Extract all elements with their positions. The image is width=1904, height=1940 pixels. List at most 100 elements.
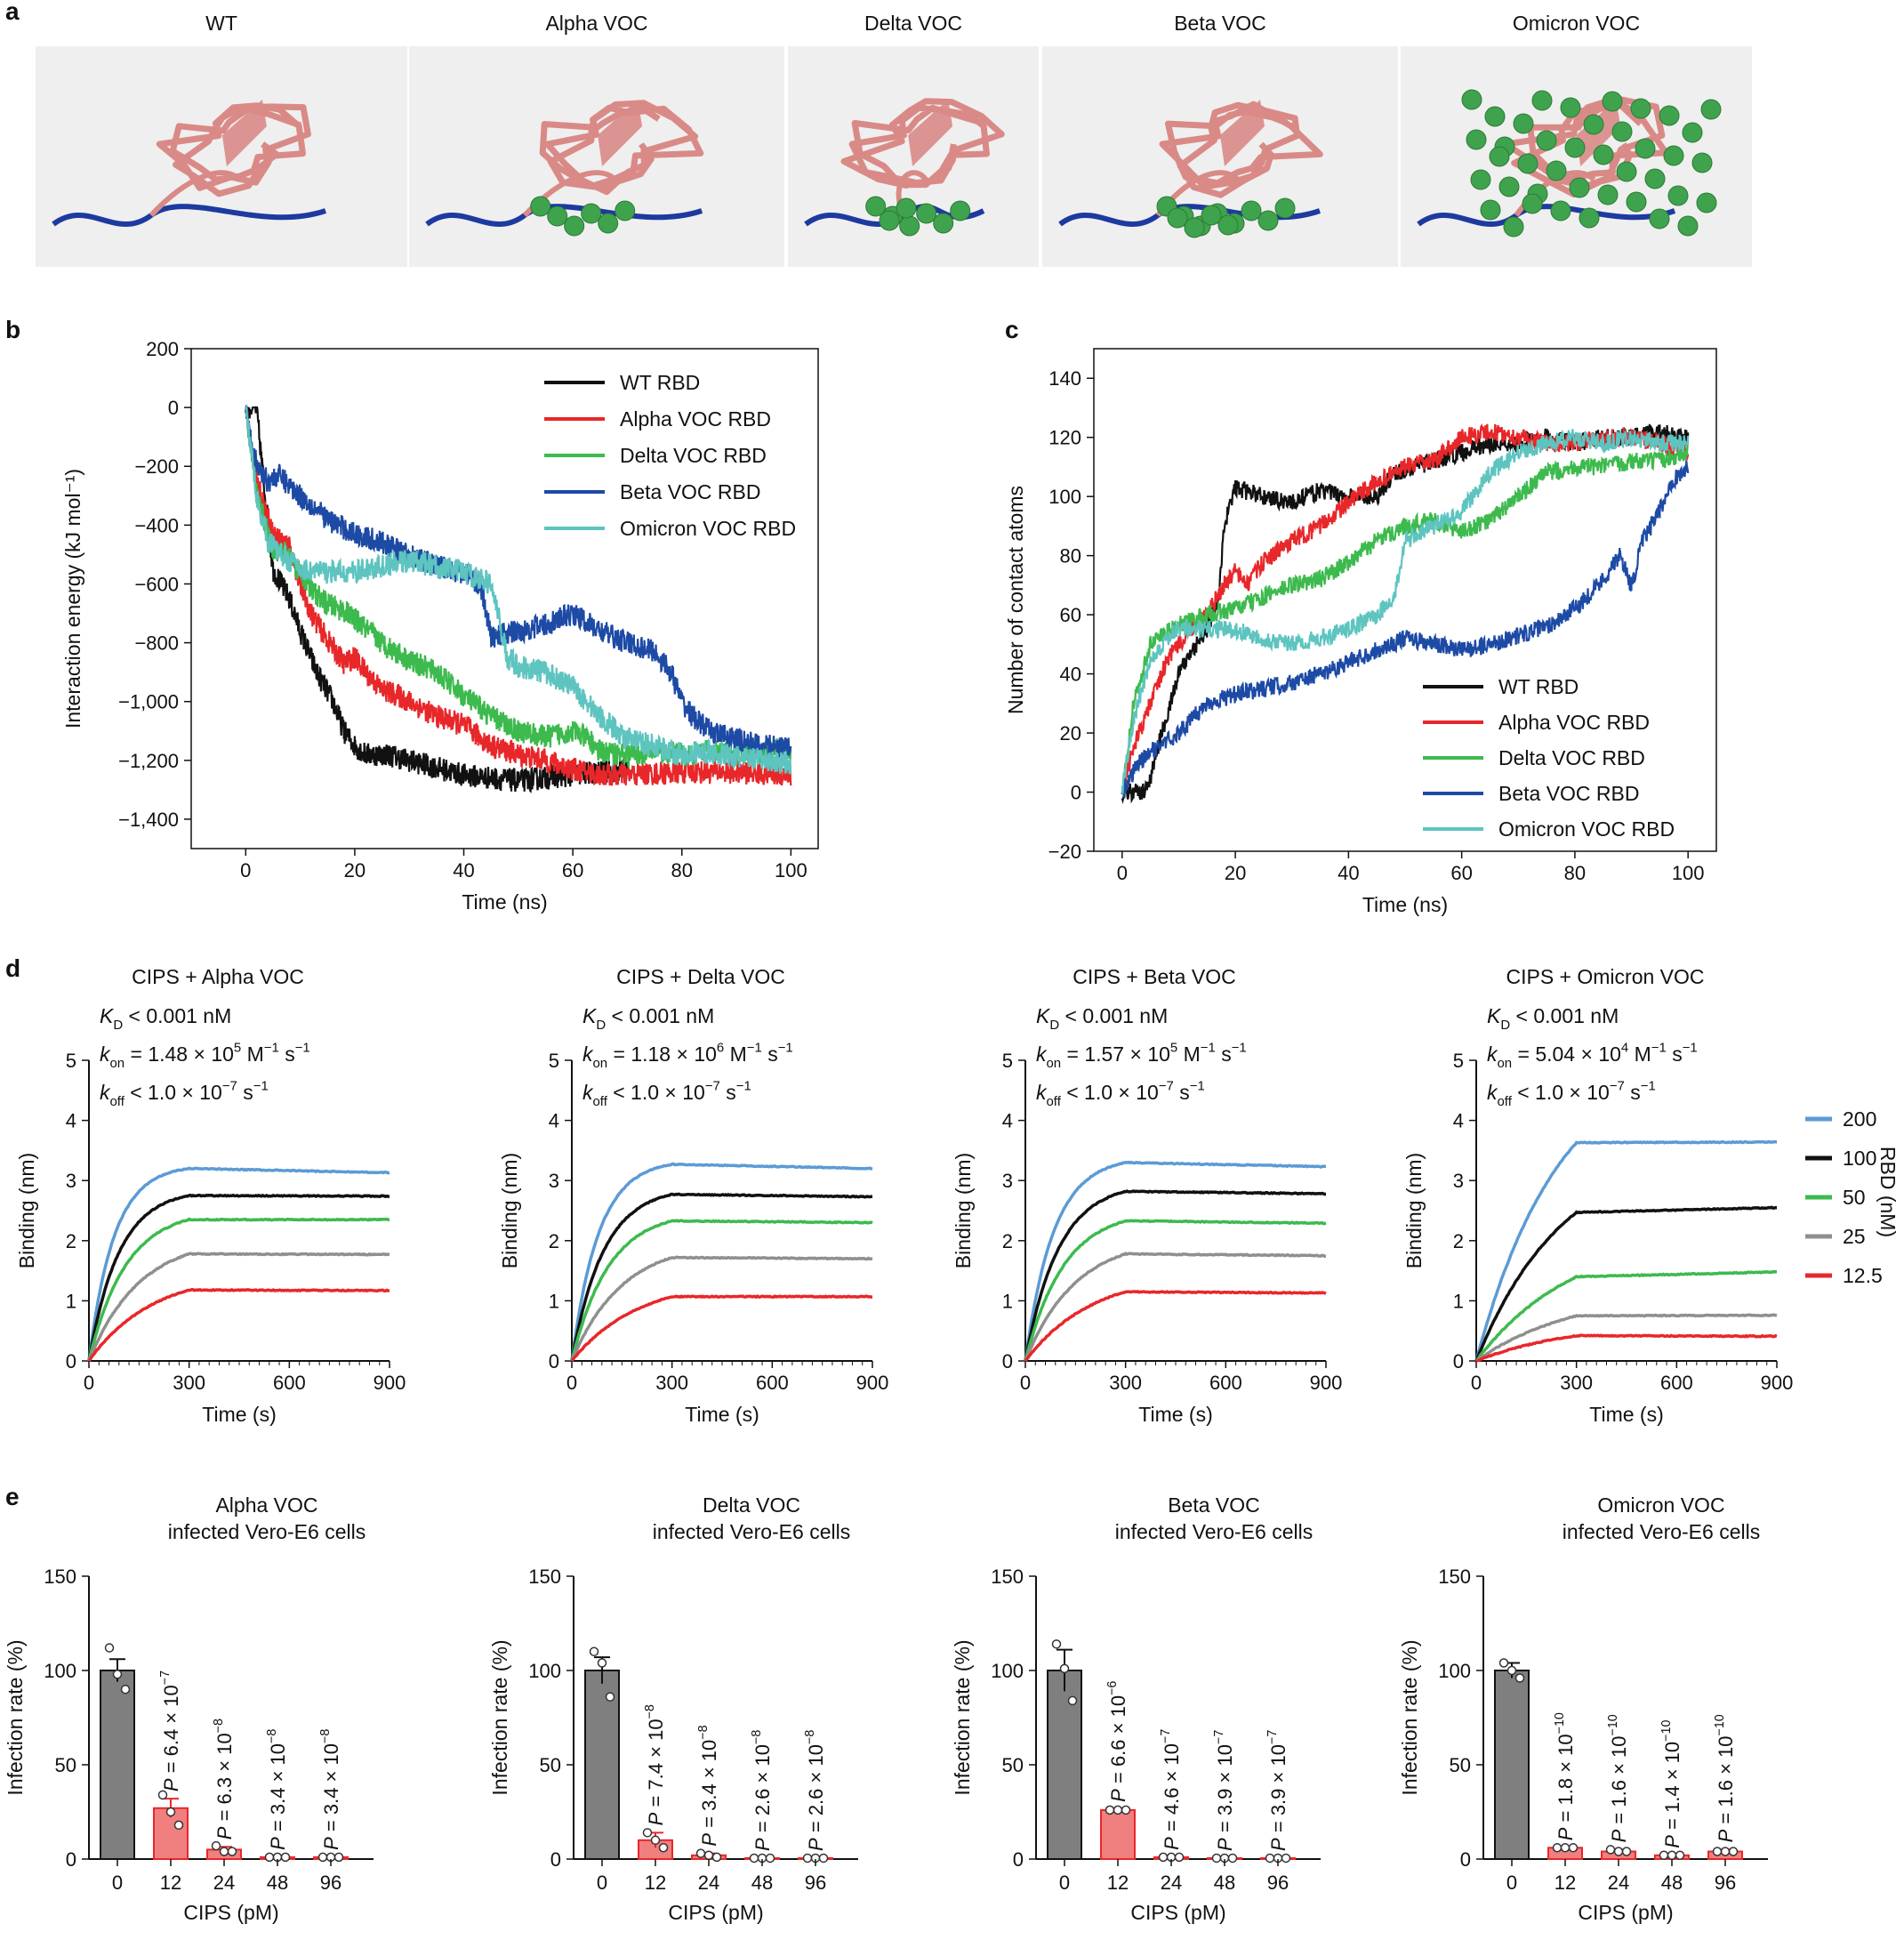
p-value-annotation-part: × 10 <box>1715 1735 1737 1780</box>
series-line-4 <box>1121 461 1690 798</box>
y-axis-label: Infection rate (%) <box>951 1639 974 1795</box>
kon-annotation-part: 6 <box>717 1041 724 1056</box>
p-value-annotation-part: × 10 <box>1608 1735 1630 1780</box>
mutation-atom <box>916 203 937 224</box>
p-value-annotation-part: −6 <box>1105 1681 1120 1695</box>
legend-entry: Delta VOC RBD <box>1498 746 1645 769</box>
koff-annotation-part: −7 <box>1159 1079 1174 1094</box>
x-tick-label: 300 <box>655 1372 688 1394</box>
structure-title: Omicron VOC <box>1513 12 1640 35</box>
y-tick-label: −800 <box>134 632 179 655</box>
p-value-annotation: P = 2.6 × 10−8 <box>750 1730 774 1851</box>
x-tick-label: 60 <box>562 859 583 881</box>
series-line-4 <box>245 404 792 761</box>
data-point <box>605 1692 615 1702</box>
kd-annotation-part: D <box>113 1018 123 1033</box>
p-value-annotation-part: 7.4 <box>645 1763 667 1791</box>
x-tick-label: 96 <box>320 1872 341 1894</box>
structure-panel-3 <box>788 46 1039 267</box>
koff-annotation: koff < 1.0 × 10−7 s−1 <box>582 1079 751 1109</box>
panel-label-c: c <box>1005 316 1019 343</box>
y-tick-label: 200 <box>146 338 179 360</box>
y-tick-label: 50 <box>540 1754 561 1776</box>
mutation-atom <box>1564 137 1586 158</box>
data-point <box>765 1853 775 1864</box>
bar-12 <box>1100 1808 1136 1861</box>
y-tick-label: 4 <box>1453 1110 1464 1132</box>
x-tick-label: 24 <box>1161 1872 1182 1894</box>
y-tick-label: −600 <box>134 573 179 595</box>
data-point <box>1105 1805 1115 1815</box>
binding-curve-200 <box>1024 1160 1327 1362</box>
x-axis-label: Time (s) <box>1138 1403 1212 1426</box>
y-tick-label: 100 <box>44 1660 76 1682</box>
kd-annotation-part: < 0.001 nM <box>1059 1004 1168 1027</box>
mutation-atom <box>879 210 900 231</box>
x-tick-label: 12 <box>1107 1872 1129 1894</box>
x-tick-label: 0 <box>597 1872 607 1894</box>
y-tick-label: 150 <box>44 1566 76 1588</box>
data-point <box>157 1790 168 1800</box>
x-tick-label: 300 <box>173 1372 205 1394</box>
binding-curve-25 <box>87 1252 390 1362</box>
binding-curve-100 <box>1474 1205 1777 1362</box>
mutation-atom <box>1700 99 1722 120</box>
p-value-annotation-part: P <box>1214 1838 1236 1851</box>
plot-frame <box>190 348 819 849</box>
data-point <box>658 1843 669 1853</box>
mutation-atom <box>1611 121 1633 142</box>
data-point <box>1560 1843 1571 1853</box>
kon-annotation-part: −1 <box>1232 1041 1247 1056</box>
data-point <box>1121 1805 1131 1815</box>
data-point <box>317 1852 328 1863</box>
structure-background <box>36 46 407 267</box>
mutation-atom <box>564 215 585 237</box>
x-tick-label: 600 <box>1209 1372 1242 1394</box>
kon-annotation-part: = 1.18 × 10 <box>607 1042 717 1066</box>
structure-panel-4 <box>1042 46 1398 267</box>
y-tick-label: 3 <box>549 1170 559 1192</box>
mutation-atom <box>1466 129 1487 150</box>
data-point <box>1667 1850 1677 1861</box>
mutation-atom <box>1602 91 1623 112</box>
y-tick-label: 20 <box>1060 722 1081 745</box>
structure-panel-2 <box>409 46 784 267</box>
p-value-annotation-part: × 10 <box>1107 1695 1129 1740</box>
p-value-annotation-part: −10 <box>1713 1714 1727 1735</box>
koff-annotation-part: < 1.0 × 10 <box>1512 1081 1610 1104</box>
x-axis-label: CIPS (pM) <box>1578 1901 1673 1924</box>
data-point <box>1498 1658 1509 1668</box>
protein-ribbon <box>539 100 704 196</box>
kd-annotation-part: K <box>1487 1004 1502 1027</box>
x-axis-label: CIPS (pM) <box>183 1901 278 1924</box>
p-value-annotation: P = 3.4 × 10−8 <box>265 1729 289 1850</box>
legend-entry: 200 <box>1843 1107 1876 1131</box>
mutation-atom <box>1531 90 1553 111</box>
structure-title: Beta VOC <box>1174 12 1266 35</box>
x-axis-label: Time (ns) <box>1362 893 1448 916</box>
kon-annotation-part: k <box>100 1042 111 1066</box>
panel-label-b: b <box>5 316 20 343</box>
data-point <box>1613 1847 1624 1856</box>
x-tick-label: 24 <box>698 1872 719 1894</box>
p-value-annotation-part: −8 <box>212 1719 226 1733</box>
kon-annotation-part: k <box>1036 1042 1048 1066</box>
y-tick-label: 2 <box>1002 1230 1013 1252</box>
y-tick-label: 1 <box>1002 1290 1013 1312</box>
mutation-atom <box>1513 113 1534 134</box>
p-value-annotation: P = 3.4 × 10−8 <box>318 1729 342 1850</box>
p-value-annotation-part: P <box>1661 1835 1683 1848</box>
kon-annotation: kon = 1.18 × 106 M−1 s−1 <box>582 1041 793 1071</box>
binding-curve-50 <box>1474 1269 1778 1363</box>
kd-annotation-part: < 0.001 nM <box>123 1004 231 1027</box>
y-axis-label: Number of contact atoms <box>1004 486 1027 714</box>
p-value-annotation-part: 6.3 <box>213 1777 236 1805</box>
y-axis-label: Binding (nm) <box>15 1153 38 1268</box>
kon-annotation-part: k <box>1487 1042 1498 1066</box>
y-tick-label: −20 <box>1048 841 1081 863</box>
kon-annotation: kon = 5.04 × 104 M−1 s−1 <box>1487 1041 1698 1071</box>
p-value-annotation-part: P <box>320 1837 342 1850</box>
protein-ribbon <box>1502 96 1669 198</box>
data-point <box>1227 1853 1238 1864</box>
koff-annotation-part: k <box>1487 1081 1498 1104</box>
